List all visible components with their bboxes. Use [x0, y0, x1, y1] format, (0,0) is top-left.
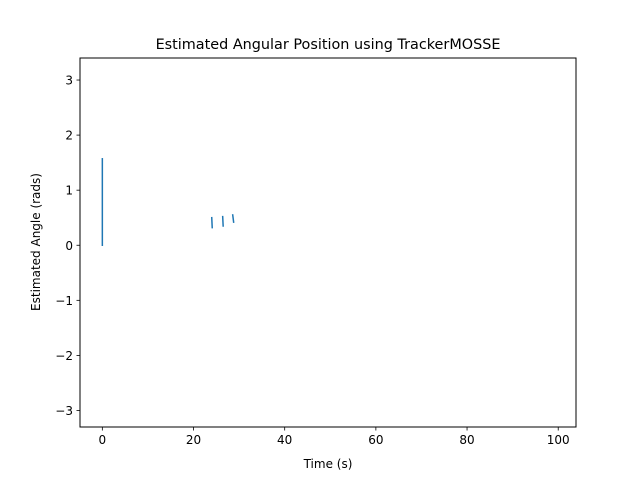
plot-frame	[79, 57, 577, 428]
x-tick-label: 60	[368, 433, 383, 447]
x-tick-label: 20	[186, 433, 201, 447]
y-tick-label: −1	[55, 294, 73, 308]
x-axis-label: Time (s)	[303, 457, 353, 471]
y-tick-label: 0	[65, 239, 73, 253]
chart-title: Estimated Angular Position using Tracker…	[156, 37, 501, 53]
x-tick-label: 0	[99, 433, 107, 447]
x-tick-label: 80	[459, 433, 474, 447]
series-line-segment	[231, 214, 235, 223]
plot-area	[80, 58, 576, 427]
y-tick-label: 3	[65, 74, 73, 88]
y-axis-label: Estimated Angle (rads)	[29, 173, 43, 311]
y-tick-label: −3	[55, 404, 73, 418]
y-tick-label: 1	[65, 184, 73, 198]
x-tick-label: 100	[547, 433, 570, 447]
ticks-layer: 0 20 40 60 80 100 −3 −2 −1 0 1 2 3	[55, 74, 569, 447]
y-tick-label: −2	[55, 349, 73, 363]
y-tick-label: 2	[65, 129, 73, 143]
x-tick-label: 40	[277, 433, 292, 447]
data-layer	[101, 158, 235, 246]
